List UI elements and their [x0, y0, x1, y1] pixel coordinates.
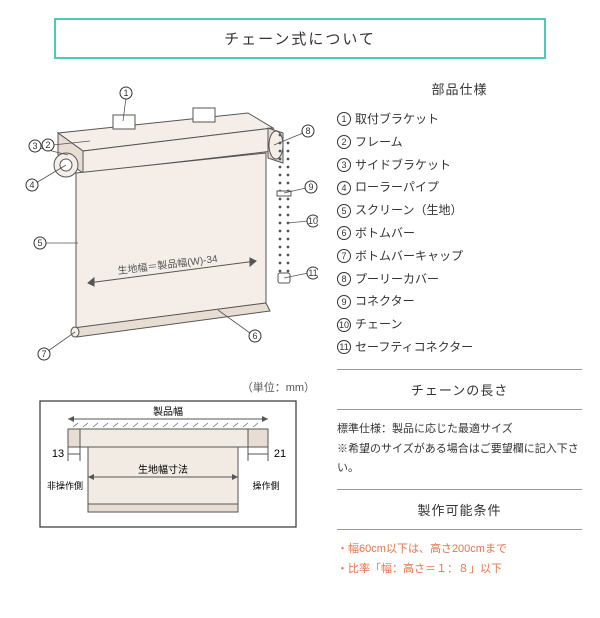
- left-col: 1 2 3 4 5 6 7 8 9 10 11 生地幅＝製品幅(W)-34 （単…: [18, 73, 329, 580]
- divider-3: [337, 489, 582, 490]
- svg-text:11: 11: [308, 268, 317, 278]
- svg-text:21: 21: [274, 448, 286, 460]
- parts-label: プーリーカバー: [355, 268, 439, 291]
- parts-list-item: 9 コネクター: [337, 290, 582, 313]
- parts-list-item: 8 プーリーカバー: [337, 268, 582, 291]
- parts-label: スクリーン（生地）: [355, 199, 462, 222]
- svg-text:非操作側: 非操作側: [47, 480, 83, 491]
- num-circle: 5: [337, 204, 351, 218]
- parts-list-item: 6 ボトムバー: [337, 222, 582, 245]
- parts-list-item: 1 取付ブラケット: [337, 108, 582, 131]
- svg-text:5: 5: [37, 238, 42, 248]
- parts-list-item: 11 セーフティコネクター: [337, 336, 582, 359]
- parts-label: ボトムバー: [355, 222, 415, 245]
- svg-text:3: 3: [32, 141, 37, 151]
- parts-label: サイドブラケット: [355, 154, 451, 177]
- parts-label: ボトムバーキャップ: [355, 245, 463, 268]
- num-circle: 4: [337, 181, 351, 195]
- parts-list-item: 5 スクリーン（生地）: [337, 199, 582, 222]
- right-col: 部品仕様 1 取付ブラケット 2 フレーム 3 サイドブラケット 4 ローラーパイプ 5 スクリー…: [329, 73, 582, 580]
- content-row: 1 2 3 4 5 6 7 8 9 10 11 生地幅＝製品幅(W)-34 （単…: [0, 73, 600, 580]
- parts-label: セーフティコネクター: [355, 336, 473, 359]
- parts-label: フレーム: [355, 131, 403, 154]
- num-circle: 2: [337, 135, 351, 149]
- conditions-list: ・幅60cm以下は、高さ200cmまで・比率「幅：高さ＝１：８」以下: [337, 540, 582, 580]
- num-circle: 1: [337, 112, 351, 126]
- conditions-title: 製作可能条件: [337, 500, 582, 519]
- num-circle: 7: [337, 249, 351, 263]
- svg-text:9: 9: [308, 182, 313, 192]
- parts-label: チェーン: [355, 313, 402, 336]
- svg-text:8: 8: [305, 126, 310, 136]
- parts-list-item: 10 チェーン: [337, 313, 582, 336]
- num-circle: 6: [337, 226, 351, 240]
- num-circle: 10: [337, 318, 351, 332]
- svg-text:7: 7: [41, 349, 46, 359]
- svg-text:生地幅寸法: 生地幅寸法: [138, 463, 188, 476]
- num-circle: 9: [337, 295, 351, 309]
- divider-1: [337, 369, 582, 370]
- parts-list: 1 取付ブラケット 2 フレーム 3 サイドブラケット 4 ローラーパイプ 5 スクリーン（生地）…: [337, 108, 582, 359]
- num-circle: 11: [337, 340, 351, 354]
- parts-label: ローラーパイプ: [355, 176, 439, 199]
- num-circle: 3: [337, 158, 351, 172]
- svg-text:6: 6: [252, 331, 257, 341]
- divider-4: [337, 529, 582, 530]
- parts-list-item: 4 ローラーパイプ: [337, 176, 582, 199]
- unit-label: （単位：mm）: [18, 379, 315, 395]
- parts-label: コネクター: [355, 290, 415, 313]
- parts-list-item: 2 フレーム: [337, 131, 582, 154]
- svg-text:10: 10: [308, 216, 318, 226]
- svg-text:2: 2: [45, 140, 50, 150]
- parts-spec-title: 部品仕様: [337, 79, 582, 98]
- chain-length-title: チェーンの長さ: [337, 380, 582, 399]
- svg-text:1: 1: [123, 88, 128, 98]
- num-circle: 8: [337, 272, 351, 286]
- parts-list-item: 3 サイドブラケット: [337, 154, 582, 177]
- parts-list-item: 7 ボトムバーキャップ: [337, 245, 582, 268]
- svg-text:操作側: 操作側: [252, 480, 279, 491]
- divider-2: [337, 409, 582, 410]
- title-box: チェーン式について: [54, 18, 546, 59]
- svg-text:4: 4: [29, 180, 34, 190]
- svg-text:製品幅: 製品幅: [153, 405, 183, 418]
- svg-text:13: 13: [52, 448, 64, 460]
- sub-diagram: 製品幅: [38, 399, 298, 529]
- main-diagram: 1 2 3 4 5 6 7 8 9 10 11 生地幅＝製品幅(W)-34: [18, 73, 318, 373]
- chain-note: 標準仕様：製品に応じた最適サイズ※希望のサイズがある場合はご要望欄に記入下さい。: [337, 420, 582, 479]
- parts-label: 取付ブラケット: [355, 108, 439, 131]
